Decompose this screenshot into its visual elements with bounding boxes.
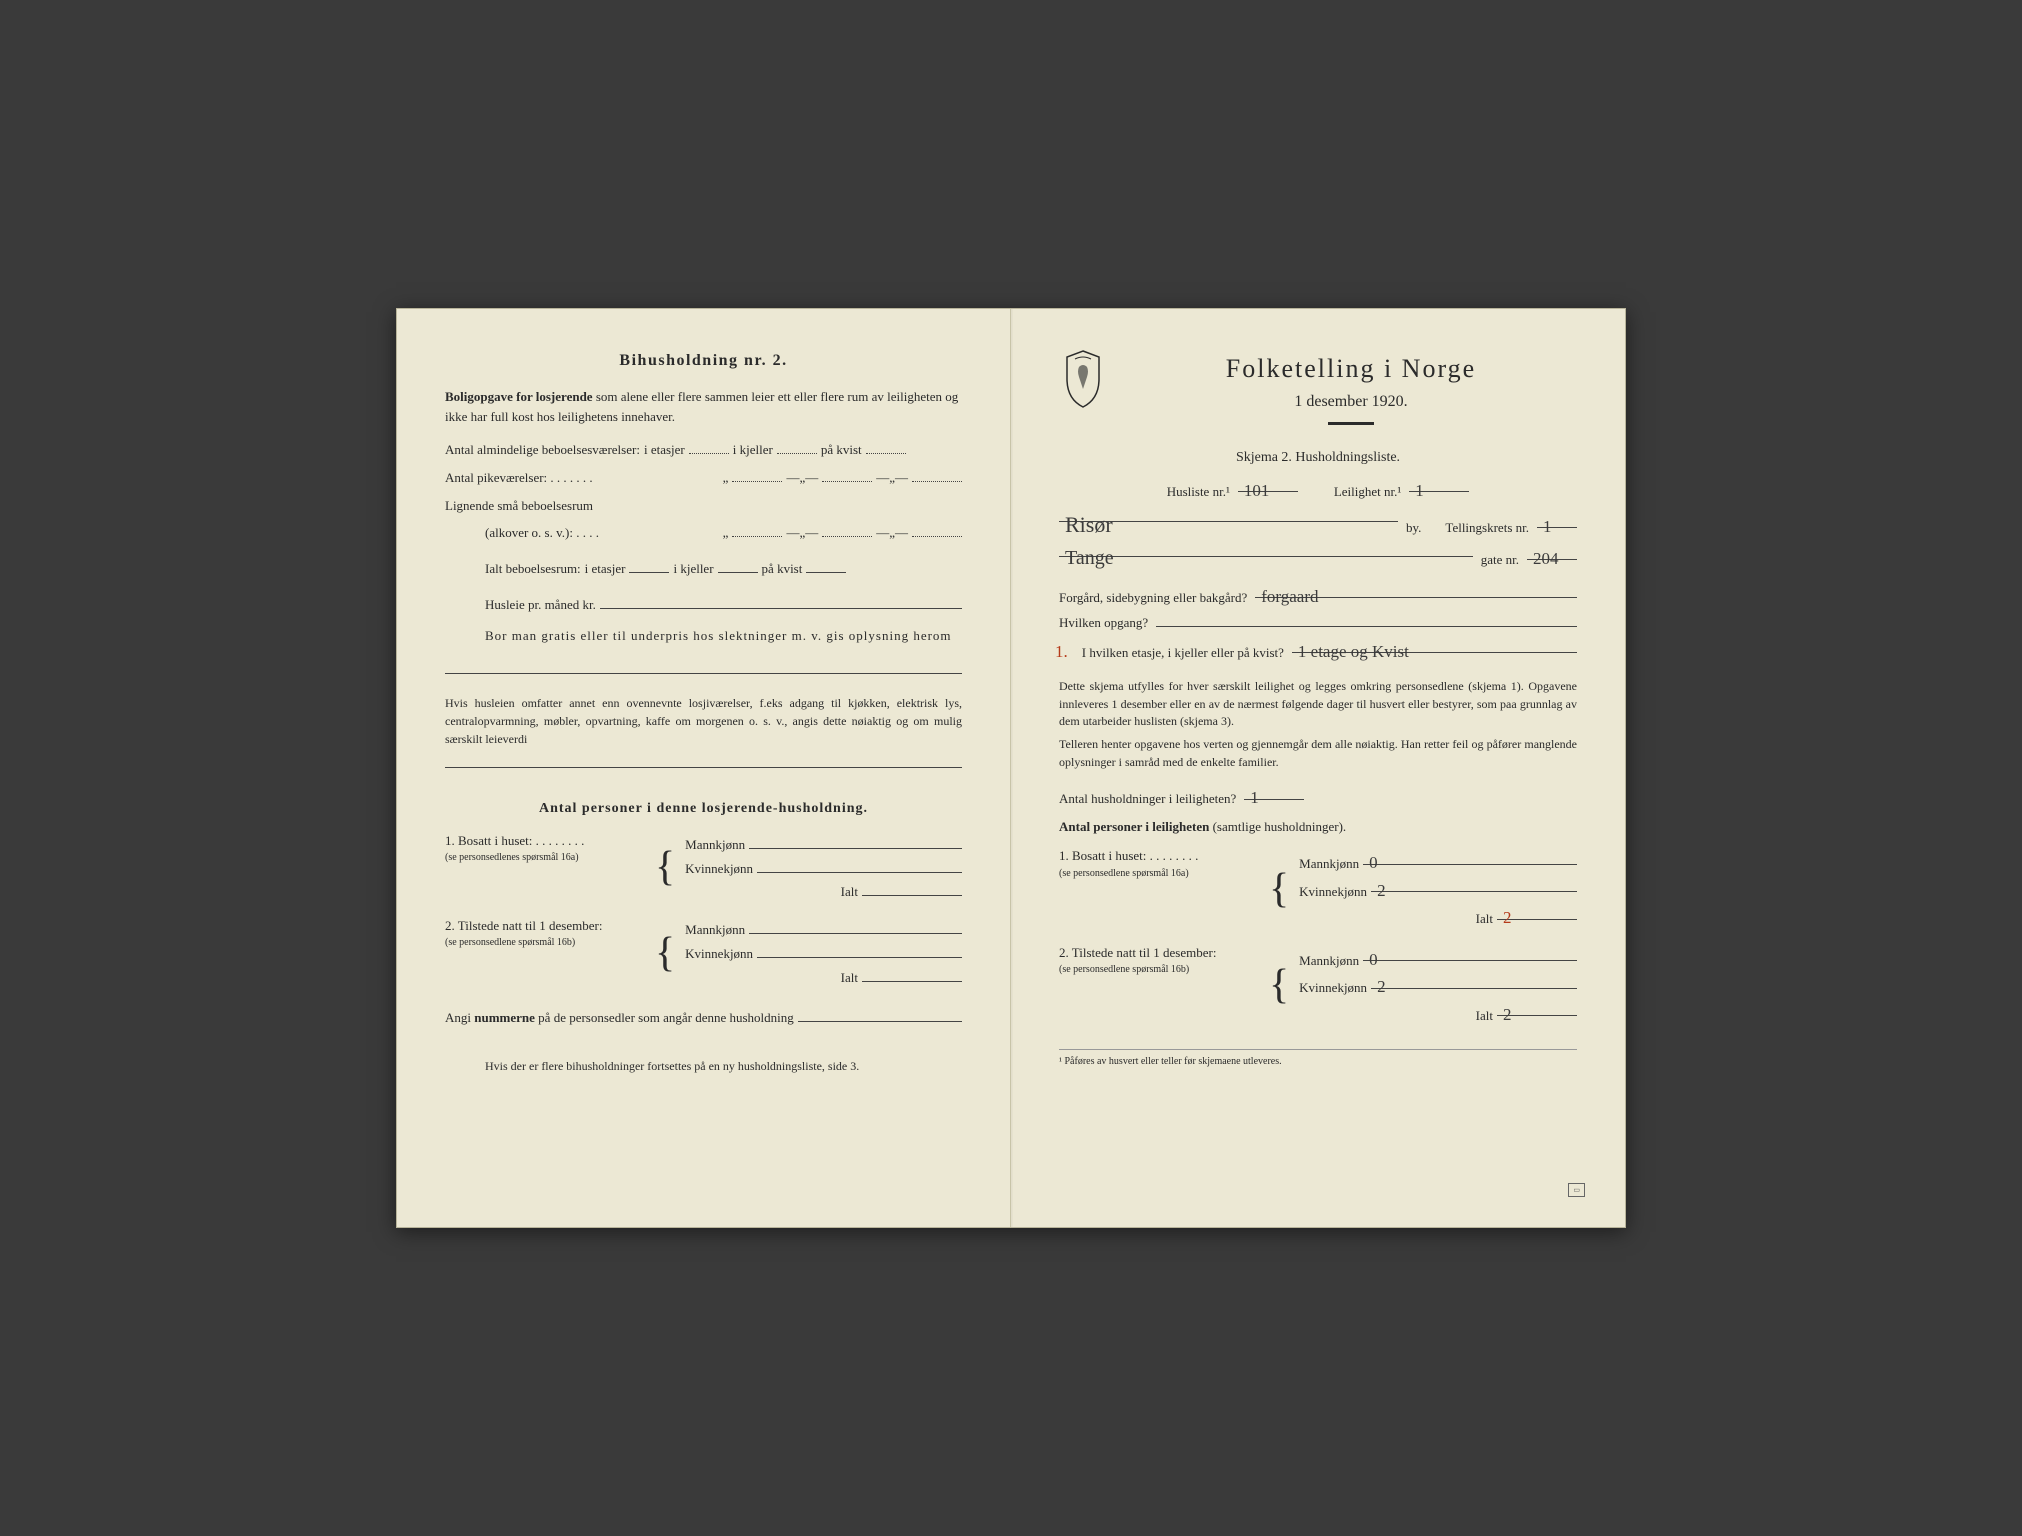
row2-label: 2. Tilstede natt til 1 desember: bbox=[445, 916, 645, 936]
leilighet-label: Leilighet nr.¹ bbox=[1334, 482, 1401, 502]
right-person-row-2: 2. Tilstede natt til 1 desember: (se per… bbox=[1059, 943, 1577, 1030]
ialt2-value: 2 bbox=[1497, 1005, 1518, 1024]
ialt-label2-p: Ialt bbox=[841, 968, 858, 988]
ialt-label: Ialt beboelsesrum: bbox=[485, 559, 581, 579]
row1-sub: (se personsedlenes spørsmål 16a) bbox=[445, 850, 645, 865]
gate-row: Tange gate nr. 204 bbox=[1059, 543, 1577, 570]
intro-bold: Boligopgave for losjerende bbox=[445, 389, 593, 404]
mann-label: Mannkjønn bbox=[685, 835, 745, 855]
skjema-label: Skjema 2. Husholdningsliste. bbox=[1059, 447, 1577, 468]
antal-hush-row: Antal husholdninger i leiligheten? 1 bbox=[1059, 785, 1577, 809]
gate-value: Tange bbox=[1059, 547, 1120, 569]
bodytext1: Dette skjema utfylles for hver særskilt … bbox=[1059, 678, 1577, 730]
rooms-label: Antal almindelige beboelsesværelser: bbox=[445, 440, 640, 460]
forgard-row: Forgård, sidebygning eller bakgård? forg… bbox=[1059, 584, 1577, 608]
angi-row: Angi nummerne på de personsedler som ang… bbox=[445, 1007, 962, 1027]
etasje-label: I hvilken etasje, i kjeller eller på kvi… bbox=[1082, 643, 1284, 663]
etasje-note: 1. bbox=[1049, 639, 1074, 665]
left-person-row-1: 1. Bosatt i huset: . . . . . . . . (se p… bbox=[445, 831, 962, 906]
gate-nr-value: 204 bbox=[1527, 549, 1565, 568]
kvinne-label: Kvinnekjønn bbox=[685, 859, 753, 879]
i-kjeller: i kjeller bbox=[733, 440, 773, 460]
mann2-value: 0 bbox=[1363, 950, 1384, 969]
footnote: ¹ Påføres av husvert eller teller før sk… bbox=[1059, 1049, 1577, 1069]
row1-label: 1. Bosatt i huset: . . . . . . . . bbox=[445, 831, 645, 851]
leilighet-value: 1 bbox=[1409, 481, 1430, 500]
antal-title: Antal personer i denne losjerende-hushol… bbox=[445, 798, 962, 819]
right-date: 1 desember 1920. bbox=[1125, 390, 1577, 414]
crest-icon bbox=[1059, 349, 1107, 409]
mann-label2: Mannkjønn bbox=[685, 920, 745, 940]
hvis-flere: Hvis der er flere bihusholdninger fortse… bbox=[485, 1057, 962, 1075]
by-row: Risør by. Tellingskrets nr. 1 bbox=[1059, 508, 1577, 538]
right-title: Folketelling i Norge bbox=[1125, 349, 1577, 388]
ialt-label-p: Ialt bbox=[841, 882, 858, 902]
left-person-row-2: 2. Tilstede natt til 1 desember: (se per… bbox=[445, 916, 962, 991]
i-etasjer: i etasjer bbox=[644, 440, 685, 460]
pike-label: Antal pikeværelser: . . . . . . . bbox=[445, 468, 593, 488]
krets-label: Tellingskrets nr. bbox=[1445, 518, 1529, 538]
pike-row: Antal pikeværelser: . . . . . . . „ —„— … bbox=[445, 468, 962, 488]
forgard-value: forgaard bbox=[1255, 587, 1324, 606]
kvinne-label2: Kvinnekjønn bbox=[685, 944, 753, 964]
r-row1-label: 1. Bosatt i huset: . . . . . . . . bbox=[1059, 846, 1259, 866]
right-person-row-1: 1. Bosatt i huset: . . . . . . . . (se p… bbox=[1059, 846, 1577, 933]
r-kvinne2: Kvinnekjønn bbox=[1299, 978, 1367, 998]
bor-man: Bor man gratis eller til underpris hos s… bbox=[485, 626, 952, 646]
bor-man-row: Bor man gratis eller til underpris hos s… bbox=[485, 626, 962, 646]
opgang-label: Hvilken opgang? bbox=[1059, 613, 1148, 633]
right-header: Folketelling i Norge 1 desember 1920. bbox=[1059, 349, 1577, 439]
r-ialt1: Ialt bbox=[1476, 909, 1493, 929]
kvinne2-value: 2 bbox=[1371, 977, 1392, 996]
lign-label2: (alkover o. s. v.): . . . . bbox=[485, 523, 599, 543]
row2-sub: (se personsedlene spørsmål 16b) bbox=[445, 935, 645, 950]
forgard-label: Forgård, sidebygning eller bakgård? bbox=[1059, 588, 1247, 608]
husliste-value: 101 bbox=[1238, 481, 1276, 500]
r-row2-sub: (se personsedlene spørsmål 16b) bbox=[1059, 962, 1259, 977]
document-paper: Bihusholdning nr. 2. Boligopgave for los… bbox=[396, 308, 1626, 1228]
husleie-label: Husleie pr. måned kr. bbox=[485, 595, 596, 615]
right-page: Folketelling i Norge 1 desember 1920. Sk… bbox=[1011, 309, 1625, 1227]
ialt1-value: 2 bbox=[1497, 908, 1518, 927]
bodytext2: Telleren henter opgavene hos verten og g… bbox=[1059, 736, 1577, 771]
opgang-row: Hvilken opgang? bbox=[1059, 613, 1577, 633]
r-mann2: Mannkjønn bbox=[1299, 951, 1359, 971]
i-kjeller2: i kjeller bbox=[673, 559, 713, 579]
gate-label: gate nr. bbox=[1481, 550, 1519, 570]
krets-value: 1 bbox=[1537, 517, 1558, 536]
kvinne1-value: 2 bbox=[1371, 881, 1392, 900]
r-ialt2: Ialt bbox=[1476, 1006, 1493, 1026]
husleie-row: Husleie pr. måned kr. bbox=[485, 595, 962, 615]
intro-paragraph: Boligopgave for losjerende som alene ell… bbox=[445, 387, 962, 426]
husliste-row: Husliste nr.¹ 101 Leilighet nr.¹ 1 bbox=[1059, 478, 1577, 502]
lign-row: Lignende små beboelsesrum (alkover o. s.… bbox=[445, 496, 962, 543]
r-row2-label: 2. Tilstede natt til 1 desember: bbox=[1059, 943, 1259, 963]
hvis-husleien: Hvis husleien omfatter annet enn ovennev… bbox=[445, 694, 962, 748]
rooms-row: Antal almindelige beboelsesværelser: i e… bbox=[445, 440, 962, 460]
antal-pers-title: Antal personer i leiligheten (samtlige h… bbox=[1059, 817, 1577, 837]
by-label: by. bbox=[1406, 518, 1421, 538]
lign-label1: Lignende små beboelsesrum bbox=[445, 496, 962, 516]
etasje-row: 1. I hvilken etasje, i kjeller eller på … bbox=[1059, 639, 1577, 665]
etasje-value: 1 etage og Kvist bbox=[1292, 642, 1415, 661]
r-mann1: Mannkjønn bbox=[1299, 854, 1359, 874]
r-row1-sub: (se personsedlene spørsmål 16a) bbox=[1059, 866, 1259, 881]
husliste-label: Husliste nr.¹ bbox=[1167, 482, 1230, 502]
left-title: Bihusholdning nr. 2. bbox=[445, 349, 962, 373]
ialt-row: Ialt beboelsesrum: i etasjer i kjeller p… bbox=[485, 559, 962, 579]
left-page: Bihusholdning nr. 2. Boligopgave for los… bbox=[397, 309, 1011, 1227]
antal-hush-value: 1 bbox=[1244, 788, 1265, 807]
pa-kvist: på kvist bbox=[821, 440, 862, 460]
i-etasjer2: i etasjer bbox=[585, 559, 626, 579]
pa-kvist2: på kvist bbox=[762, 559, 803, 579]
r-kvinne1: Kvinnekjønn bbox=[1299, 882, 1367, 902]
by-value: Risør bbox=[1059, 512, 1119, 537]
antal-hush-label: Antal husholdninger i leiligheten? bbox=[1059, 789, 1236, 809]
printer-stamp: ▭ bbox=[1568, 1183, 1585, 1198]
mann1-value: 0 bbox=[1363, 853, 1384, 872]
